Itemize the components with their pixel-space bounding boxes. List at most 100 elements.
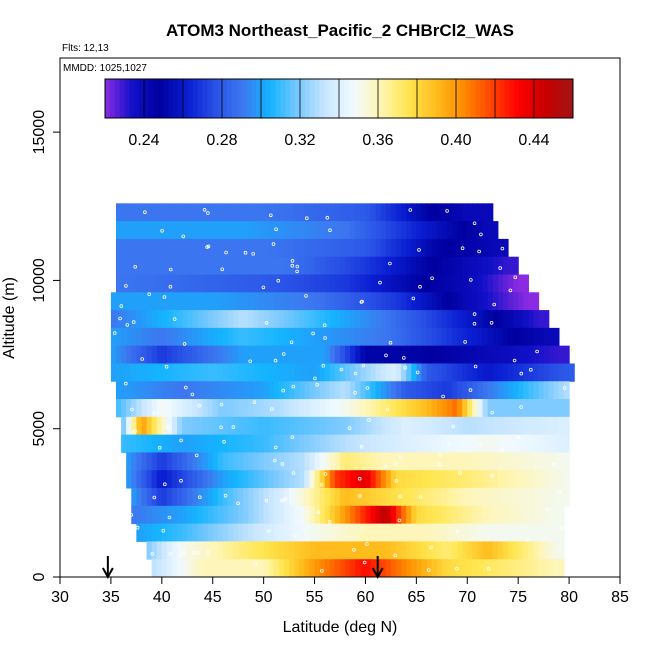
heat-cell — [421, 452, 428, 471]
heat-cell — [513, 327, 519, 347]
heat-cell — [299, 452, 305, 471]
date-label: MMDD: 1025,1027 — [63, 63, 147, 74]
heat-cell — [289, 238, 295, 258]
heat-cell — [228, 292, 234, 311]
heat-cell — [136, 345, 143, 364]
heat-cell — [172, 434, 178, 453]
heat-cell — [406, 416, 412, 436]
heat-cell — [477, 203, 484, 222]
heat-cell — [166, 310, 173, 329]
heat-cell — [253, 399, 260, 418]
heat-cell — [233, 203, 239, 222]
heat-cell — [151, 238, 158, 258]
heat-cell — [523, 381, 529, 400]
colorbar-segment — [192, 79, 199, 118]
heat-cell — [177, 488, 183, 507]
heat-cell — [533, 292, 540, 311]
sample-point — [206, 550, 210, 555]
heat-cell — [487, 488, 494, 507]
heat-cell — [396, 363, 402, 382]
heat-cell — [166, 399, 173, 418]
heat-cell — [233, 559, 239, 578]
heat-cell — [258, 505, 265, 525]
heat-cell — [182, 399, 188, 418]
heat-cell — [365, 488, 372, 507]
heat-cell — [497, 310, 504, 329]
heat-cell — [268, 363, 275, 382]
heat-cell — [345, 505, 351, 525]
heat-cell — [482, 559, 489, 578]
heat-cell — [309, 505, 316, 525]
heat-cell — [141, 399, 148, 418]
heat-cell — [243, 310, 249, 329]
heat-cell — [172, 256, 178, 275]
heat-cell — [492, 434, 499, 453]
heat-cell — [441, 399, 448, 418]
heat-cell — [487, 274, 494, 293]
sample-point — [365, 542, 369, 546]
colorbar-segment — [275, 79, 282, 118]
sample-point — [164, 364, 169, 369]
heat-cell — [396, 523, 402, 542]
heat-cell — [558, 559, 565, 578]
x-tick-label: 65 — [407, 589, 425, 606]
sample-point — [295, 264, 300, 269]
down-arrow-icon — [371, 556, 384, 580]
heat-cell — [253, 238, 260, 258]
heat-cell — [472, 238, 479, 258]
heat-band — [116, 399, 570, 418]
heat-cell — [370, 238, 377, 258]
sample-point — [455, 529, 460, 534]
heat-cell — [294, 399, 300, 418]
heat-cell — [136, 523, 143, 542]
sample-point — [219, 402, 224, 407]
heat-cell — [304, 523, 311, 542]
heat-cell — [207, 488, 214, 507]
heat-cell — [436, 523, 443, 542]
heat-cell — [141, 505, 148, 525]
heat-cell — [553, 559, 560, 578]
heat-cell — [390, 292, 397, 311]
heat-cell — [385, 310, 392, 329]
sample-point — [403, 365, 408, 370]
heat-cell — [334, 327, 341, 347]
heat-cell — [151, 221, 158, 240]
heat-cell — [441, 292, 448, 311]
heat-cell — [528, 292, 535, 311]
heat-cell — [156, 363, 163, 382]
heat-cell — [431, 523, 438, 542]
heat-cell — [151, 310, 158, 329]
heat-cell — [502, 381, 509, 400]
heat-cell — [431, 221, 438, 240]
heat-cell — [492, 399, 499, 418]
heat-cell — [457, 203, 463, 222]
heat-cell — [396, 310, 402, 329]
heat-cell — [355, 310, 361, 329]
heat-cell — [380, 416, 387, 436]
colorbar-segment — [270, 79, 277, 118]
heat-cell — [177, 559, 183, 578]
heat-cell — [192, 238, 199, 258]
heat-cell — [121, 274, 127, 293]
heat-cell — [411, 363, 417, 382]
heat-cell — [472, 470, 479, 489]
heat-cell — [416, 292, 423, 311]
heat-cell — [385, 523, 392, 542]
heat-cell — [401, 310, 407, 329]
heat-cell — [564, 470, 570, 489]
heat-cell — [228, 274, 234, 293]
heat-cell — [421, 399, 428, 418]
colorbar-segment — [534, 79, 540, 118]
colorbar-segment — [187, 79, 194, 118]
heat-cell — [146, 274, 153, 293]
heat-cell — [518, 505, 524, 525]
sample-point — [168, 284, 173, 289]
heat-cell — [263, 523, 270, 542]
heat-cell — [131, 221, 137, 240]
heat-cell — [487, 470, 494, 489]
heat-cell — [238, 381, 244, 400]
heat-cell — [161, 505, 168, 525]
colorbar-segment — [246, 79, 252, 118]
heat-cell — [222, 203, 229, 222]
heat-cell — [446, 541, 453, 560]
